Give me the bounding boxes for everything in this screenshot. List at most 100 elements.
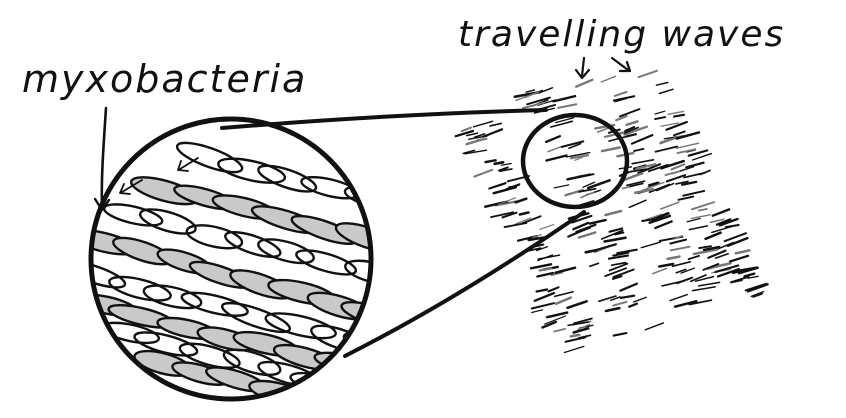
wave-dash: [702, 263, 720, 271]
wave-dash: [669, 293, 689, 302]
bacterium-cell: [142, 284, 203, 310]
wave-dash: [553, 327, 567, 333]
wave-dash: [552, 94, 577, 103]
wave-dash: [633, 188, 655, 195]
wave-dash: [566, 300, 588, 310]
wave-dash: [566, 173, 592, 181]
wave-dash: [547, 146, 562, 153]
wave-dash: [554, 117, 575, 124]
wave-dash: [607, 254, 629, 260]
magnified-view: [88, 116, 374, 402]
wave-dash: [687, 255, 700, 260]
wave-dash: [682, 189, 706, 197]
wave-dash: [731, 268, 754, 275]
wave-dash: [565, 151, 591, 158]
wave-dash: [532, 233, 542, 239]
wave-dash: [630, 134, 654, 145]
wave-dash: [704, 231, 722, 241]
label-travelling-waves: travelling waves: [458, 14, 785, 55]
wave-dash: [655, 81, 669, 86]
wave-dash: [686, 217, 701, 223]
bacterium-cell: [289, 371, 358, 397]
wave-dash: [574, 78, 594, 88]
zoom-source-circle: [520, 112, 630, 210]
wave-dash: [464, 149, 488, 155]
wave-dash: [545, 154, 568, 162]
bacterium-cell: [103, 203, 164, 227]
wave-dash: [612, 268, 635, 279]
wave-dash: [654, 145, 679, 153]
wave-dash: [505, 183, 521, 190]
wave-dash: [644, 322, 665, 331]
wave-dash: [652, 267, 668, 275]
wave-dash: [518, 211, 530, 216]
wave-dash: [716, 268, 741, 278]
wave-dash: [557, 103, 578, 109]
wave-dash: [670, 163, 686, 171]
wave-dash: [493, 161, 505, 166]
wave-dash: [743, 272, 756, 278]
wave-dash: [687, 149, 709, 157]
wave-dash: [654, 110, 666, 115]
wave-dash: [747, 275, 759, 279]
wave-dash: [658, 88, 674, 95]
wave-dash: [497, 197, 517, 206]
wave-dash: [600, 75, 617, 83]
label-myxobacteria: myxobacteria: [22, 57, 307, 101]
wave-dash: [724, 223, 740, 229]
wave-dash: [615, 114, 628, 122]
wave-dash: [544, 135, 562, 144]
wave-dash: [474, 133, 486, 138]
wave-dash: [619, 282, 638, 292]
wave-dash: [560, 140, 585, 148]
wave-dash: [608, 262, 629, 272]
wave-dash: [515, 91, 539, 102]
bacterium-cell: [257, 164, 318, 193]
wave-dash: [600, 229, 624, 240]
bacterium-cell: [342, 331, 371, 356]
wave-dash: [603, 236, 627, 243]
wave-dash: [550, 271, 564, 277]
wave-dash: [665, 174, 687, 183]
wave-dash: [612, 331, 628, 337]
wave-dash: [752, 292, 763, 298]
wave-dash: [660, 201, 680, 210]
wave-dash: [718, 217, 739, 227]
wave-dash: [671, 260, 692, 268]
wave-dash: [688, 225, 709, 231]
wave-dash: [702, 245, 721, 252]
wave-dash: [573, 317, 593, 325]
travelling-waves-pattern: [454, 69, 769, 354]
wave-dash: [614, 231, 625, 236]
wave-dash: [709, 218, 725, 224]
bacterium-cell: [295, 249, 358, 276]
wave-dash: [503, 222, 528, 229]
wave-dash: [628, 199, 647, 209]
wave-dash: [609, 296, 621, 302]
wave-dash: [656, 182, 675, 192]
bacterium-cell: [185, 224, 244, 250]
wave-dash: [586, 179, 611, 190]
zoom-line-bottom: [343, 210, 586, 358]
wave-dash: [547, 286, 560, 293]
wave-dash: [675, 180, 689, 185]
wave-dash: [672, 130, 686, 137]
wave-dash: [572, 327, 590, 334]
wave-dash: [641, 181, 665, 192]
wave-dash: [675, 142, 700, 149]
wave-dash: [626, 180, 646, 187]
wave-dash: [629, 182, 644, 188]
wave-dash: [545, 311, 569, 319]
bacterium-cell: [344, 259, 371, 286]
bacterium-cell: [340, 300, 371, 332]
wave-dash: [667, 110, 685, 116]
wave-dash: [536, 271, 555, 278]
wave-dash: [568, 142, 582, 150]
wave-dash: [465, 132, 479, 137]
wave-dash: [501, 211, 518, 219]
wave-dash: [618, 108, 641, 118]
wave-dash: [608, 227, 624, 233]
wave-dash: [658, 262, 675, 268]
wave-dash: [498, 166, 509, 172]
wave-dash: [462, 149, 476, 155]
